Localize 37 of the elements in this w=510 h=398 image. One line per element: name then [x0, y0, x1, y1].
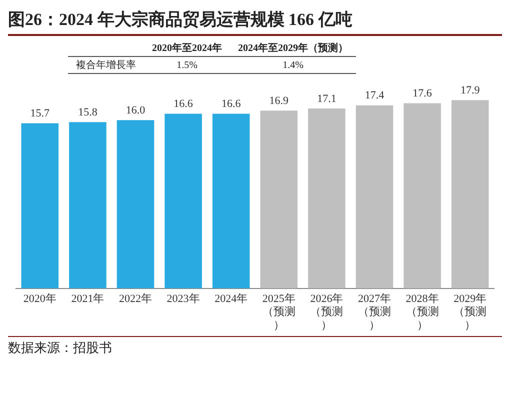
bar [404, 103, 441, 288]
chart-title: 图26：2024 年大宗商品贸易运营规模 166 亿吨 [8, 8, 502, 36]
x-tick-label: 2025年（预测） [262, 292, 296, 332]
text: 1.4% [282, 58, 304, 72]
text: 2024年至2029年（预测） [237, 42, 349, 56]
bar [212, 114, 250, 288]
data-label: 17.6 [412, 88, 432, 100]
x-tick-label: 2029年（预测） [454, 292, 487, 332]
bar [69, 122, 106, 288]
data-label: 16.6 [221, 98, 242, 110]
bar [21, 123, 59, 288]
bar [451, 100, 489, 288]
x-tick-label: 2020年 [23, 292, 56, 305]
bar [260, 110, 298, 288]
data-label: 15.8 [78, 106, 98, 119]
data-label: 16.9 [269, 95, 290, 108]
x-tick-label: 2028年（预测） [406, 292, 439, 332]
source-note: 数据来源：招股书 [8, 336, 502, 357]
x-tick-label: 2023年 [166, 292, 200, 305]
bar [164, 114, 202, 288]
text: 複合年增長率 [75, 58, 137, 73]
data-label: 15.7 [30, 108, 50, 120]
data-label: 16.6 [174, 98, 194, 110]
x-tick-label: 2027年（预测） [358, 292, 391, 332]
text: 2020年至2024年 [151, 42, 223, 56]
data-label: 17.9 [460, 84, 480, 96]
x-tick-label: 2026年（预测） [310, 292, 344, 332]
x-tick-label: 2024年 [214, 292, 248, 305]
x-tick-label: 2021年 [71, 292, 104, 305]
bar [116, 120, 154, 288]
data-label: 16.0 [126, 104, 146, 116]
bar [308, 108, 346, 288]
data-label: 17.1 [317, 92, 336, 105]
text: 1.5% [176, 58, 198, 72]
bar [356, 105, 394, 288]
x-tick-label: 2022年 [119, 292, 152, 305]
data-label: 17.4 [364, 90, 385, 102]
